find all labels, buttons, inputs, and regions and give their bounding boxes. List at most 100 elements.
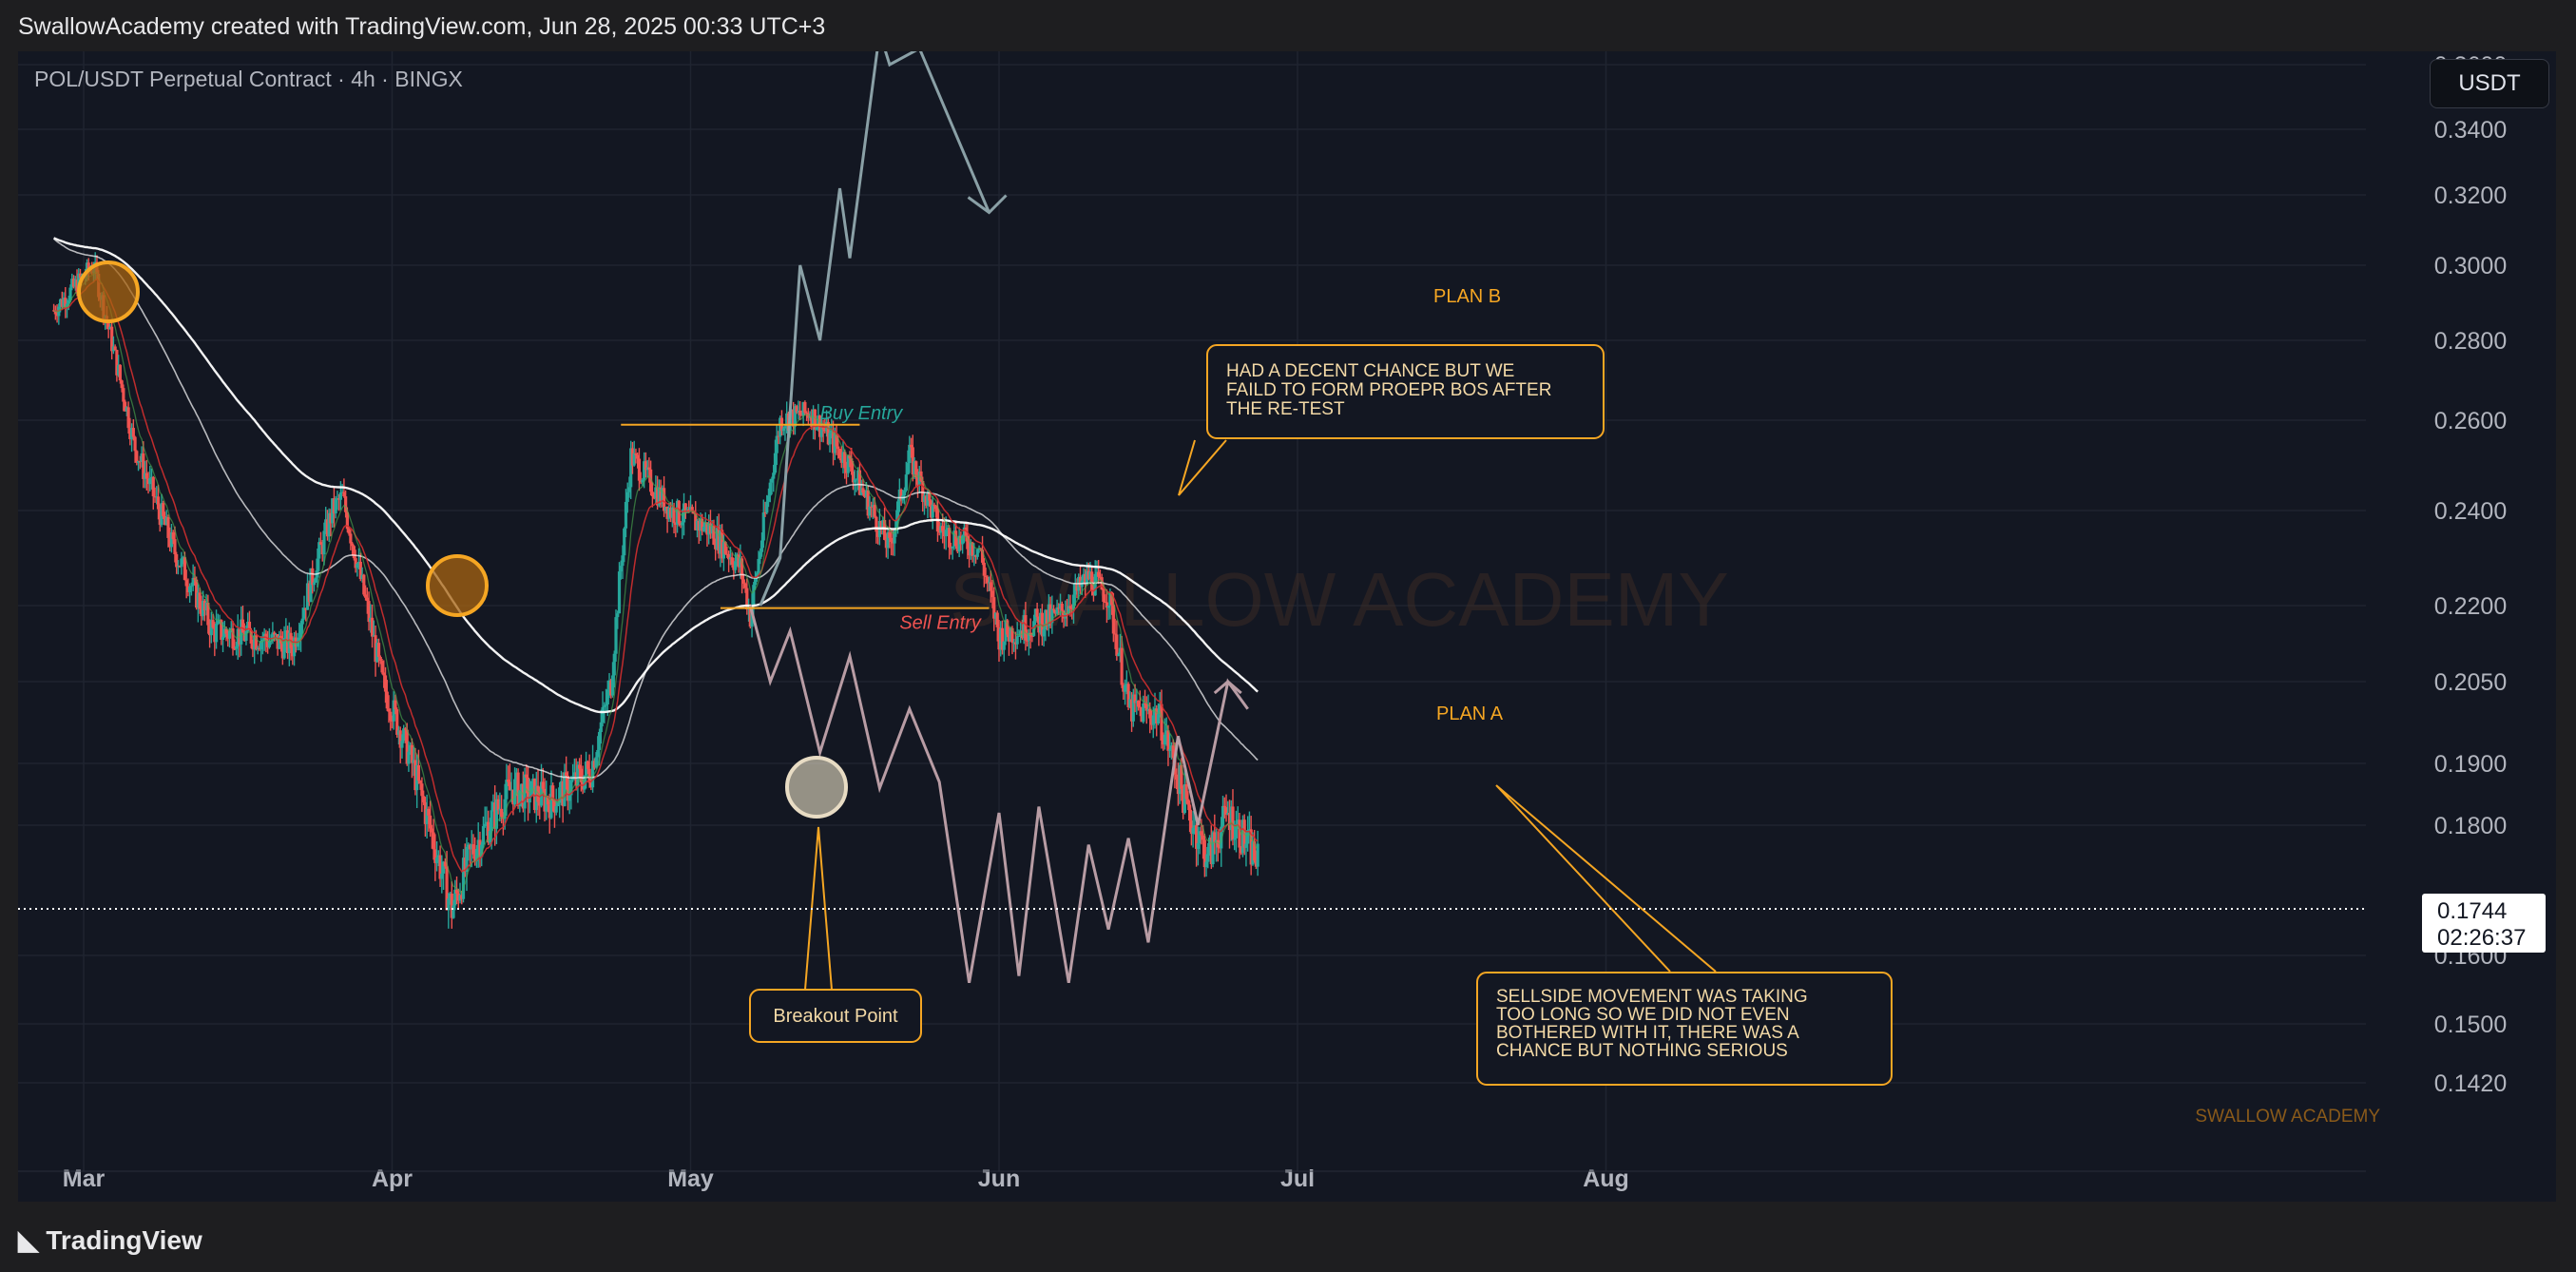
candle-body (438, 855, 442, 879)
candle-body (1012, 642, 1016, 644)
candle-body (1216, 839, 1220, 848)
candle-body (142, 453, 145, 479)
candle-body (899, 489, 903, 501)
candle-body (282, 638, 286, 659)
candle-body (846, 455, 850, 473)
candle-body (340, 491, 344, 493)
candle-body (349, 533, 353, 544)
candle-body (1206, 846, 1210, 862)
candle-body (982, 562, 986, 576)
candle-body (514, 772, 518, 780)
candle-body (1088, 571, 1092, 579)
candle-body (318, 542, 323, 545)
candle-body (984, 575, 988, 578)
candle-body (701, 518, 704, 531)
candle-body (617, 571, 622, 614)
candle-body (708, 523, 713, 534)
candle-body (220, 620, 223, 640)
candle-body (233, 648, 237, 650)
x-tick-label: Jul (1280, 1166, 1315, 1192)
candle-body (641, 479, 644, 483)
candle-body (989, 582, 992, 591)
candle-body (1015, 636, 1019, 645)
candle-body (1209, 838, 1213, 865)
candle-body (1051, 608, 1056, 610)
candle-body (183, 557, 187, 581)
candle-body (398, 730, 402, 748)
chart-area[interactable]: SWALLOW ACADEMY Buy Entry Sell Entry PLAN… (18, 51, 2556, 1202)
candle-body (367, 601, 371, 623)
candle-body (1105, 602, 1108, 608)
candle-body (1204, 861, 1208, 868)
candle-body (819, 427, 823, 437)
candle-body (844, 468, 849, 473)
candle-body (509, 789, 513, 791)
candle-body (67, 299, 70, 304)
candle-body (1128, 699, 1132, 707)
candle-body (951, 546, 954, 549)
candle-body (871, 505, 875, 508)
candle-body (857, 470, 862, 495)
candle-body (610, 675, 615, 696)
candle-body (917, 471, 921, 485)
candle-body (180, 558, 183, 568)
candle-body (378, 656, 382, 662)
candle-body (837, 449, 842, 458)
candle-body (1176, 780, 1181, 795)
candle-body (1090, 571, 1094, 591)
candle-body (403, 728, 408, 730)
candle-body (699, 518, 702, 531)
candle-body (616, 613, 620, 618)
candle-body (211, 620, 215, 628)
y-tick-label: 0.1800 (2434, 813, 2507, 839)
candle-body (196, 592, 200, 608)
candle-body (861, 488, 865, 493)
candle-body (1244, 843, 1248, 848)
candle-body (971, 542, 974, 556)
candle-body (531, 779, 535, 781)
candle-body (122, 388, 125, 402)
candle-body (1207, 838, 1212, 847)
candle-body (1254, 860, 1259, 867)
candle-body (171, 531, 175, 540)
candle-body (934, 505, 938, 510)
candle-body (432, 832, 435, 850)
candle-body (932, 504, 936, 506)
candle-body (893, 530, 896, 544)
tradingview-logo[interactable]: ◣ TradingView (18, 1224, 202, 1256)
candle-body (592, 761, 596, 768)
candle-body (356, 563, 359, 569)
candle-body (757, 558, 760, 573)
candle-body (445, 866, 449, 911)
candle-body (972, 555, 976, 557)
candle-body (759, 540, 764, 552)
candle-body (721, 530, 724, 559)
candle-body (765, 501, 769, 513)
candle-body (503, 799, 507, 819)
candle-body (768, 482, 772, 496)
candle-body (997, 626, 1001, 650)
candle-body (959, 535, 963, 545)
currency-button[interactable]: USDT (2430, 59, 2549, 108)
candle-body (1065, 613, 1069, 615)
candle-body (1058, 603, 1063, 609)
candle-body (322, 530, 326, 555)
candle-body (999, 627, 1003, 650)
candle-body (467, 844, 471, 847)
candle-body (519, 783, 524, 791)
chart-canvas[interactable]: SWALLOW ACADEMY Buy Entry Sell Entry PLAN… (18, 51, 2556, 1202)
candle-body (138, 460, 142, 462)
candle-body (490, 810, 493, 831)
candle-body (75, 279, 79, 294)
candle-body (78, 273, 83, 279)
candle-body (922, 495, 927, 503)
candle-body (578, 764, 582, 769)
marker-circle (426, 554, 489, 617)
candle-body (478, 839, 482, 858)
candle-body (548, 804, 551, 819)
candle-body (231, 627, 235, 649)
candle-body (569, 780, 573, 796)
candle-body (1162, 740, 1165, 744)
candle-body (1111, 605, 1115, 634)
candle-body (164, 517, 168, 526)
